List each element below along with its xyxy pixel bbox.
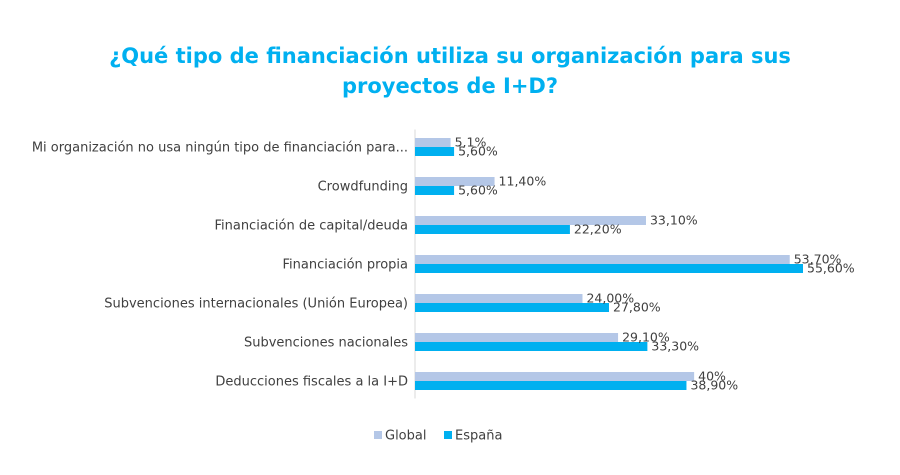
category-labels: Mi organización no usa ningún tipo de fi… [32,141,408,390]
chart-title-line-1: ¿Qué tipo de financiación utiliza su org… [109,44,791,68]
bar-global [415,333,619,342]
category-label: Financiación de capital/deuda [214,219,408,234]
data-label-espana: 38,90% [690,378,738,393]
category-label: Deducciones fiscales a la I+D [215,375,408,390]
bar-espana [415,303,609,312]
data-label-global: 11,40% [499,174,547,189]
bar-espana [415,225,570,234]
legend-label-global: Global [385,429,426,444]
data-label-espana: 5,60% [458,183,498,198]
category-label: Subvenciones nacionales [244,336,408,351]
data-label-global: 24,00% [586,291,634,306]
legend-label-espana: España [455,429,502,444]
legend-swatch-espana [444,431,452,439]
data-label-espana: 22,20% [574,222,622,237]
bar-espana [415,147,455,156]
bar-global [415,138,451,147]
data-labels: 5,1%5,60%11,40%5,60%33,10%22,20%53,70%55… [455,135,855,393]
data-label-espana: 55,60% [807,261,855,276]
category-label: Crowdfunding [318,180,408,195]
data-label-espana: 27,80% [613,300,661,315]
bar-espana [415,342,648,351]
bar-global [415,177,495,186]
legend-swatch-global [374,431,382,439]
data-label-global: 33,10% [650,213,698,228]
bar-global [415,255,790,264]
bar-espana [415,264,803,273]
bar-global [415,216,646,225]
chart-title: ¿Qué tipo de financiación utiliza su org… [109,44,791,98]
bars [415,138,803,390]
data-label-global: 40% [698,369,726,384]
bar-espana [415,186,455,195]
category-label: Subvenciones internacionales (Unión Euro… [104,297,408,312]
bar-espana [415,381,687,390]
data-label-espana: 5,60% [458,144,498,159]
legend: Global España [374,429,502,444]
data-label-global: 29,10% [622,330,670,345]
data-label-global: 53,70% [794,252,842,267]
data-label-global: 5,1% [455,135,487,150]
chart-title-line-2: proyectos de I+D? [342,74,558,98]
bar-global [415,372,695,381]
bar-global [415,294,583,303]
data-label-espana: 33,30% [651,339,699,354]
category-label: Financiación propia [283,258,409,273]
category-label: Mi organización no usa ningún tipo de fi… [32,141,408,156]
